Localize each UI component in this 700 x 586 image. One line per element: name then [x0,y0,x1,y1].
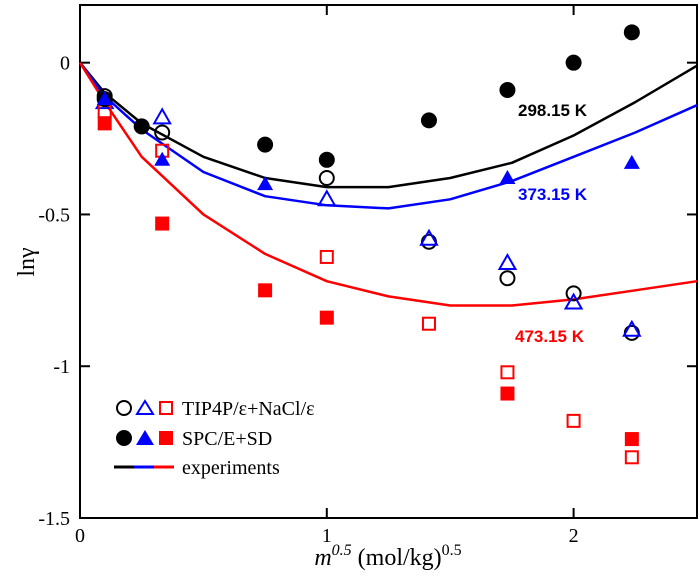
data-point-triangle [154,151,171,166]
data-point-circle [257,136,274,153]
data-point-circle [154,124,171,141]
data-point-square [258,283,273,298]
data-point-square [500,365,515,380]
data-point-square [155,216,170,231]
annotation-298: 298.15 K [518,101,588,120]
annotation-373: 373.15 K [518,185,588,204]
data-point-triangle [152,107,172,125]
data-point-circle [318,151,335,168]
legend: TIP4P/ε+NaCl/ε SPC/E+SD experiments [114,398,315,479]
data-point-circle [499,270,516,287]
x-tick-label: 0 [75,525,85,547]
x-axis-label: m0.5 (mol/kg)0.5 [314,542,461,571]
data-point-triangle [419,228,439,246]
data-point-circle [623,324,640,341]
plot-frame [79,4,698,519]
data-point-square [500,386,515,401]
data-point-circle [133,118,150,135]
data-point-square [624,450,639,465]
y-tick-label: -0.5 [38,204,70,226]
data-point-square [319,249,334,264]
data-point-circle [420,233,437,250]
annotation-473: 473.15 K [515,327,585,346]
data-point-triangle [317,189,337,207]
legend-label-tip4p: TIP4P/ε+NaCl/ε [182,398,315,420]
legend-label-spce: SPC/E+SD [182,428,272,450]
experiment-curve [78,62,698,307]
data-point-square [421,316,436,331]
x-label-unit: (mol/kg) [358,545,442,571]
data-point-triangle [623,154,640,169]
data-point-circle [565,54,582,71]
data-point-triangle [622,319,642,337]
data-point-triangle [497,253,518,271]
data-point-square [97,116,112,131]
data-point-triangle [499,170,516,185]
x-tick-label: 2 [569,525,579,547]
y-axis-label: lnγ [14,247,40,277]
data-point-triangle [563,292,584,310]
data-point-triangle [257,176,274,191]
data-point-circle [565,285,582,302]
legend-open-circle [116,400,132,416]
x-label-m: m [314,545,331,571]
data-point-circle [623,24,640,41]
data-point-square [566,413,581,428]
data-point-circle [499,81,516,98]
x-label-unit-sup: 0.5 [442,542,462,559]
x-label-sup: 0.5 [332,542,352,559]
data-point-triangle [96,91,113,106]
y-tick-label: 0 [60,53,70,75]
data-point-circle [318,170,335,187]
legend-filled-square [159,431,173,445]
y-tick-label: -1.5 [38,508,70,530]
legend-filled-triangle [136,430,154,445]
data-point-square [319,310,334,325]
x-tick-label: 1 [322,525,332,547]
data-point-circle [420,112,437,129]
legend-open-square [159,401,173,415]
legend-open-triangle [135,399,155,415]
experiment-curve [79,61,698,189]
legend-filled-circle [116,430,132,446]
y-tick-label: -1 [53,356,70,378]
legend-label-experiments: experiments [182,457,280,479]
data-point-square [624,432,639,447]
